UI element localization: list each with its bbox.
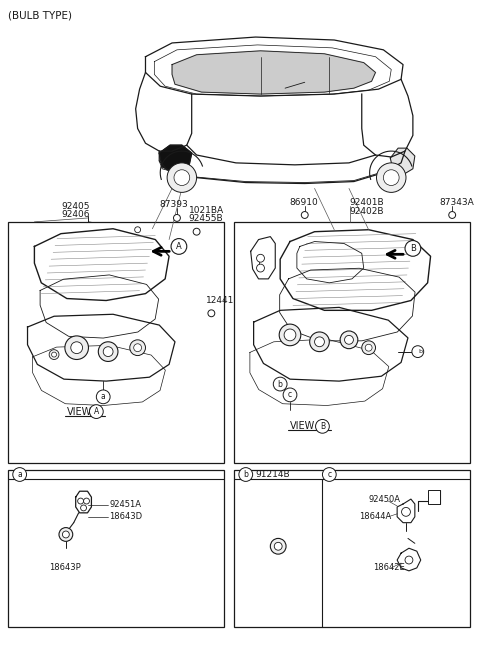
Circle shape (103, 346, 113, 356)
Polygon shape (390, 148, 415, 175)
Text: 1021BA: 1021BA (189, 205, 224, 214)
Circle shape (193, 228, 200, 235)
Circle shape (376, 163, 406, 192)
Circle shape (340, 331, 358, 348)
Text: VIEW: VIEW (290, 421, 315, 432)
Circle shape (65, 336, 88, 360)
Circle shape (81, 505, 86, 511)
Ellipse shape (392, 529, 405, 548)
Text: a: a (17, 470, 22, 479)
Circle shape (283, 388, 297, 402)
Text: A: A (94, 407, 99, 416)
Circle shape (171, 238, 187, 254)
Text: 86910: 86910 (289, 198, 318, 207)
Polygon shape (172, 51, 375, 94)
Circle shape (89, 405, 103, 418)
Circle shape (257, 254, 264, 262)
Bar (8, 222, 224, 463)
Circle shape (49, 350, 59, 360)
Text: b: b (243, 470, 248, 479)
Circle shape (402, 508, 410, 516)
Bar (8, 470, 224, 627)
Polygon shape (253, 308, 408, 381)
Text: (BULB TYPE): (BULB TYPE) (8, 11, 72, 20)
Circle shape (301, 212, 308, 218)
Circle shape (98, 342, 118, 362)
Circle shape (130, 340, 145, 356)
Text: c: c (288, 390, 292, 399)
Text: B: B (320, 422, 325, 431)
Text: A: A (176, 242, 182, 251)
Bar (234, 222, 470, 463)
Text: 92405: 92405 (61, 202, 89, 211)
Text: 18643P: 18643P (49, 564, 81, 572)
Text: 92450A: 92450A (369, 494, 401, 504)
Text: 92455B: 92455B (189, 214, 223, 224)
Circle shape (274, 543, 282, 550)
Circle shape (365, 345, 372, 351)
Polygon shape (280, 230, 431, 310)
Circle shape (167, 163, 197, 192)
Circle shape (173, 214, 180, 221)
Text: B: B (410, 244, 416, 253)
Circle shape (362, 341, 375, 354)
Circle shape (84, 498, 89, 504)
Circle shape (323, 468, 336, 481)
Polygon shape (159, 145, 192, 173)
Circle shape (59, 527, 73, 541)
Circle shape (412, 346, 424, 358)
Circle shape (345, 335, 353, 345)
Text: a: a (101, 392, 106, 401)
Circle shape (449, 212, 456, 218)
Polygon shape (35, 229, 169, 300)
Text: 91214B: 91214B (255, 470, 290, 479)
Circle shape (13, 468, 26, 481)
Circle shape (315, 420, 329, 433)
Circle shape (208, 310, 215, 317)
Polygon shape (27, 314, 175, 381)
Text: 92451A: 92451A (109, 500, 141, 510)
Circle shape (405, 556, 413, 564)
Text: VIEW: VIEW (67, 407, 92, 416)
Text: b: b (278, 379, 283, 389)
Text: 12441: 12441 (206, 296, 235, 305)
Circle shape (71, 342, 83, 354)
Text: b: b (419, 349, 423, 354)
Text: 18642E: 18642E (373, 564, 405, 572)
Text: 18644A: 18644A (359, 512, 391, 521)
Text: 18643D: 18643D (109, 512, 142, 521)
Circle shape (52, 352, 57, 357)
Bar (234, 470, 470, 627)
Circle shape (257, 264, 264, 272)
Circle shape (273, 377, 287, 391)
Circle shape (78, 498, 84, 504)
Text: 92402B: 92402B (349, 207, 384, 216)
Ellipse shape (58, 549, 70, 567)
Circle shape (135, 227, 141, 233)
Circle shape (96, 390, 110, 404)
Circle shape (284, 329, 296, 341)
Circle shape (384, 170, 399, 185)
Circle shape (405, 240, 421, 256)
Circle shape (270, 539, 286, 554)
Circle shape (279, 324, 301, 346)
Text: 87343A: 87343A (439, 198, 474, 207)
Circle shape (134, 344, 142, 352)
Circle shape (62, 531, 69, 538)
Text: 92406: 92406 (61, 211, 89, 220)
Circle shape (310, 332, 329, 352)
Bar (428, 490, 441, 504)
Text: 87393: 87393 (159, 200, 188, 209)
Text: 92401B: 92401B (349, 198, 384, 207)
Circle shape (174, 170, 190, 185)
Circle shape (239, 468, 252, 481)
Circle shape (314, 337, 324, 347)
Text: c: c (327, 470, 331, 479)
